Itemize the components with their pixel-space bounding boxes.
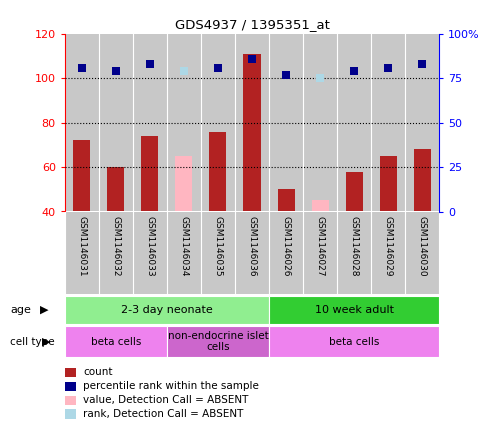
Text: 2-3 day neonate: 2-3 day neonate [121,305,213,315]
Bar [345,172,363,212]
Bar [277,190,294,212]
Text: beta cells: beta cells [329,337,379,346]
Title: GDS4937 / 1395351_at: GDS4937 / 1395351_at [175,18,329,31]
Text: beta cells: beta cells [91,337,141,346]
Point [112,68,120,74]
Text: rank, Detection Call = ABSENT: rank, Detection Call = ABSENT [83,409,244,419]
Point [316,75,324,82]
Text: GSM1146030: GSM1146030 [418,216,427,276]
Point [418,60,426,67]
Bar [269,296,439,324]
Text: GSM1146036: GSM1146036 [248,216,256,276]
Bar [380,156,397,212]
Bar [244,54,260,212]
Text: GSM1146031: GSM1146031 [77,216,86,276]
Bar [141,136,158,212]
Text: value, Detection Call = ABSENT: value, Detection Call = ABSENT [83,395,249,405]
Bar [311,201,328,212]
Point [248,55,256,62]
Text: 10 week adult: 10 week adult [314,305,394,315]
Bar [73,140,90,212]
Text: GSM1146028: GSM1146028 [350,216,359,276]
Text: age: age [10,305,31,315]
Text: percentile rank within the sample: percentile rank within the sample [83,381,259,391]
Text: GSM1146029: GSM1146029 [384,216,393,276]
Point [180,68,188,74]
Point [214,64,222,71]
Bar [414,149,431,212]
Point [384,64,392,71]
Point [146,60,154,67]
Text: non-endocrine islet
cells: non-endocrine islet cells [168,331,268,352]
Point [350,68,358,74]
Bar [210,132,227,212]
Text: GSM1146026: GSM1146026 [281,216,290,276]
Bar [107,167,124,212]
Point [78,64,86,71]
Text: ▶: ▶ [42,337,51,346]
Text: cell type: cell type [10,337,54,346]
Text: GSM1146027: GSM1146027 [315,216,324,276]
Point [282,71,290,78]
Text: GSM1146032: GSM1146032 [111,216,120,276]
Text: count: count [83,367,113,377]
Bar [167,326,269,357]
Bar [269,326,439,357]
Text: ▶: ▶ [40,305,48,315]
Bar [65,296,269,324]
Bar [65,326,167,357]
Text: GSM1146033: GSM1146033 [145,216,154,276]
Text: GSM1146035: GSM1146035 [214,216,223,276]
Text: GSM1146034: GSM1146034 [180,216,189,276]
Bar [176,156,193,212]
